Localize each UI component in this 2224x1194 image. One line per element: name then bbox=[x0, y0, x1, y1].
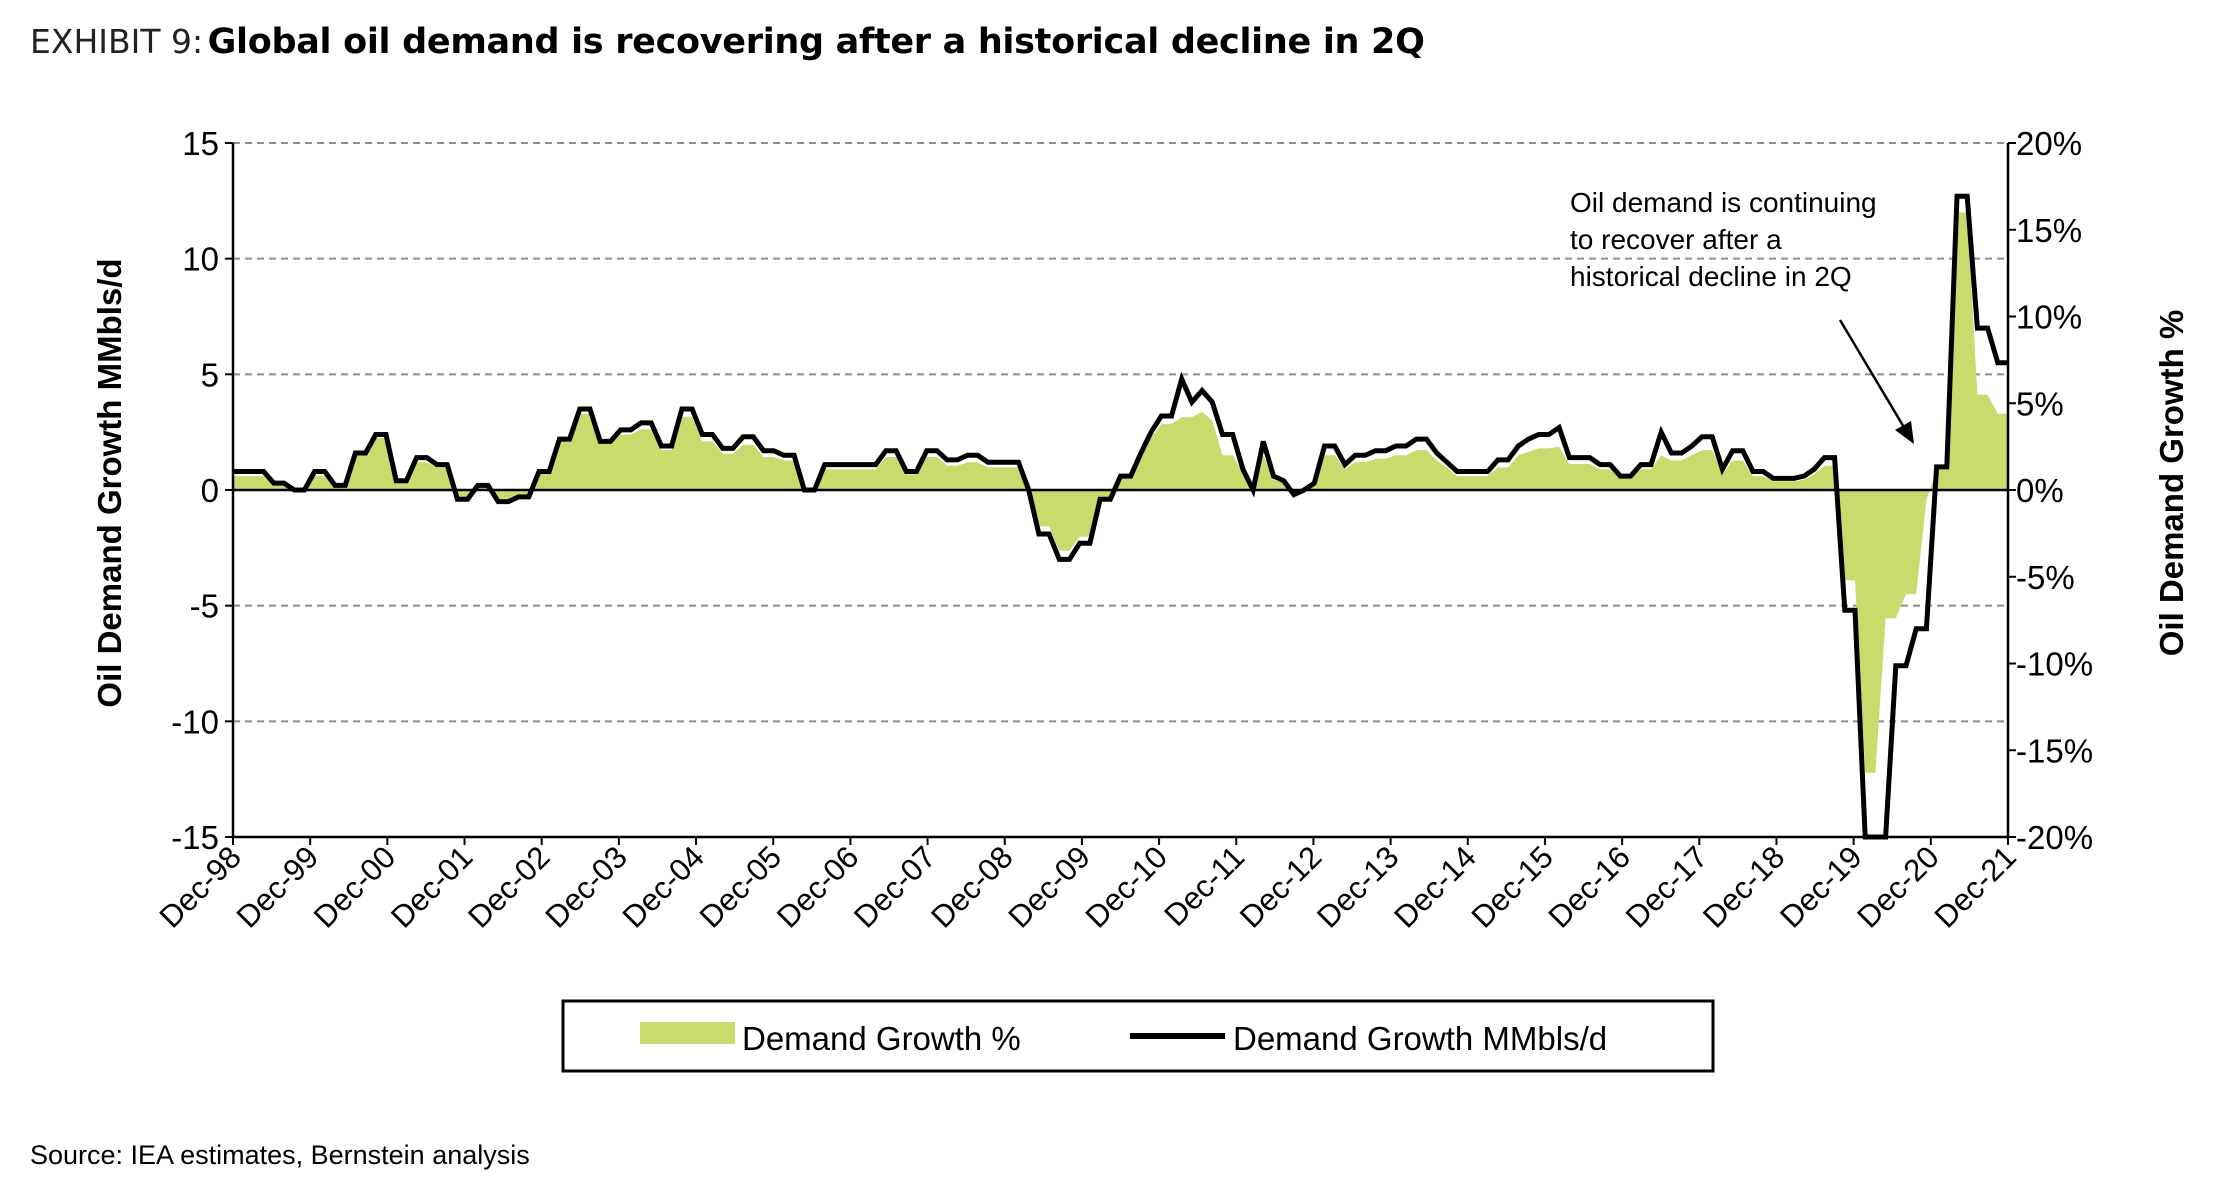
x-tick-label: Dec-15 bbox=[1465, 839, 1560, 934]
x-tick-label: Dec-04 bbox=[616, 839, 711, 934]
y-right-tick-label: -5% bbox=[2016, 559, 2075, 596]
x-tick-label: Dec-14 bbox=[1387, 839, 1482, 934]
y-right-tick-label: -10% bbox=[2016, 646, 2093, 683]
x-tick-label: Dec-13 bbox=[1310, 839, 1405, 934]
y-axis-right-label: Oil Demand Growth % bbox=[2153, 310, 2190, 657]
annotation: Oil demand is continuing to recover afte… bbox=[1570, 187, 1914, 444]
x-tick-label: Dec-12 bbox=[1233, 839, 1328, 934]
y-axis-left-label: Oil Demand Growth MMbls/d bbox=[91, 258, 128, 707]
x-tick-label: Dec-10 bbox=[1079, 839, 1174, 934]
y-right-tick-label: 5% bbox=[2016, 385, 2064, 422]
demand-growth-pct-area bbox=[233, 212, 2008, 773]
y-right-tick-label: -15% bbox=[2016, 732, 2093, 769]
y-left-tick-label: -15 bbox=[171, 819, 219, 856]
x-tick-label: Dec-11 bbox=[1157, 839, 1251, 933]
annotation-arrow bbox=[1838, 319, 1910, 435]
annotation-line: to recover after a bbox=[1570, 224, 1782, 255]
x-tick-label: Dec-05 bbox=[693, 839, 788, 934]
annotation-line: Oil demand is continuing bbox=[1570, 187, 1877, 218]
exhibit-heading: EXHIBIT 9: Global oil demand is recoveri… bbox=[30, 22, 1425, 82]
x-tick-label: Dec-01 bbox=[384, 839, 479, 934]
x-tick-label: Dec-07 bbox=[847, 839, 942, 934]
y-left-tick-label: -5 bbox=[190, 588, 219, 625]
x-tick-label: Dec-20 bbox=[1850, 839, 1945, 934]
y-left-tick-label: 10 bbox=[182, 241, 219, 278]
y-right-tick-label: 10% bbox=[2016, 299, 2082, 336]
y-right-tick-label: -20% bbox=[2016, 819, 2093, 856]
exhibit-title: Global oil demand is recovering after a … bbox=[207, 22, 1425, 62]
line-series bbox=[233, 193, 2008, 840]
axes bbox=[225, 142, 2016, 845]
x-tick-label: Dec-00 bbox=[307, 839, 402, 934]
y-left-tick-label: 15 bbox=[182, 125, 219, 162]
demand-growth-mmbls-line bbox=[233, 193, 2008, 840]
y-right-tick-label: 0% bbox=[2016, 472, 2064, 509]
x-tick-label: Dec-99 bbox=[230, 839, 325, 934]
x-tick-label: Dec-17 bbox=[1619, 839, 1714, 934]
legend: Demand Growth % Demand Growth MMbls/d bbox=[561, 999, 1715, 1073]
legend-swatch-area bbox=[640, 1022, 735, 1044]
x-tick-label: Dec-06 bbox=[770, 839, 865, 934]
exhibit-label: EXHIBIT 9: bbox=[30, 22, 204, 61]
annotation-line: historical decline in 2Q bbox=[1570, 261, 1852, 292]
x-tick-label: Dec-08 bbox=[924, 839, 1019, 934]
y-right-tick-label: 15% bbox=[2016, 212, 2082, 249]
y-left-tick-label: 0 bbox=[201, 472, 219, 509]
y-left-tick-label: 5 bbox=[201, 356, 219, 393]
x-tick-label: Dec-16 bbox=[1542, 839, 1637, 934]
annotation-arrowhead bbox=[1895, 421, 1914, 444]
x-tick-label: Dec-02 bbox=[461, 839, 556, 934]
x-tick-label: Dec-03 bbox=[538, 839, 633, 934]
y-right-tick-label: 20% bbox=[2016, 125, 2082, 162]
tick-labels: -15 -10 -5 0 5 10 15 -20% -15% -10% -5% 0% 5% 10% 15% 2… bbox=[153, 125, 2094, 935]
legend-label-area: Demand Growth % bbox=[742, 1020, 1021, 1057]
x-tick-label: Dec-18 bbox=[1696, 839, 1791, 934]
x-tick-label: Dec-19 bbox=[1773, 839, 1868, 934]
x-tick-label: Dec-21 bbox=[1928, 839, 2023, 934]
y-left-tick-label: -10 bbox=[171, 703, 219, 740]
source-note: Source: IEA estimates, Bernstein analysi… bbox=[30, 1140, 530, 1170]
x-tick-label: Dec-09 bbox=[1001, 839, 1096, 934]
legend-label-line: Demand Growth MMbls/d bbox=[1233, 1020, 1607, 1057]
area-series bbox=[233, 212, 2008, 773]
